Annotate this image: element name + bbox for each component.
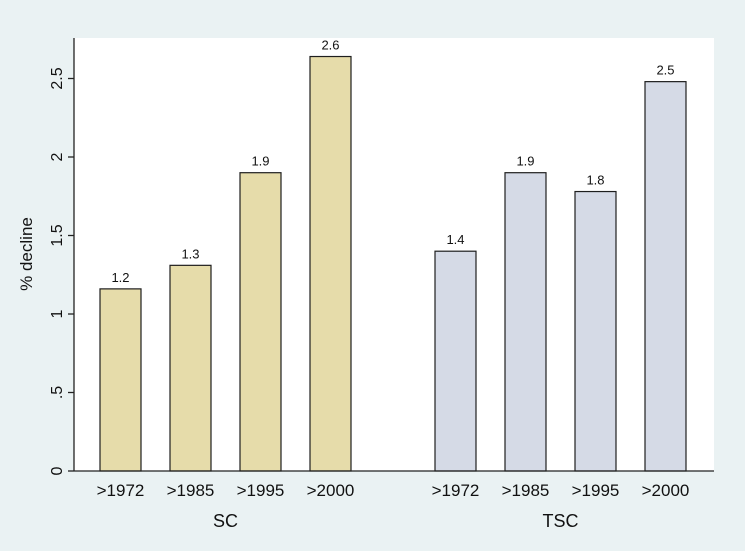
x-category-label: >2000 (307, 481, 355, 500)
labels-layer: 1.2 >1972 1.3 >1985 1.9 >1995 2.6 >2000 SC 1.4 >19… (97, 38, 690, 531)
bar (434, 250, 477, 472)
data-label: 1.9 (251, 154, 269, 169)
y-tick-label: 2.5 (49, 67, 66, 89)
x-category-label: >1985 (502, 481, 550, 500)
x-category-label: >1995 (237, 481, 285, 500)
group-label: SC (213, 511, 238, 531)
data-label: 1.8 (586, 173, 604, 188)
bar (644, 81, 687, 472)
data-label: 1.2 (111, 270, 129, 285)
y-tick-label: .5 (49, 386, 66, 399)
data-label: 1.4 (446, 232, 464, 247)
x-category-label: >1972 (97, 481, 145, 500)
y-tick-label: 2 (49, 152, 66, 161)
x-category-label: >1972 (432, 481, 480, 500)
data-label: 1.3 (181, 246, 199, 261)
bar (504, 172, 547, 472)
bar (574, 190, 617, 472)
data-label: 2.5 (656, 63, 674, 78)
data-label: 2.6 (321, 38, 339, 53)
group-label: TSC (543, 511, 579, 531)
y-axis-title: % decline (17, 217, 36, 291)
bar (309, 55, 352, 472)
bar (239, 172, 282, 472)
y-tick-label: 0 (49, 466, 66, 475)
y-axis-ticks: 0 .5 1 1.5 2 2.5 (49, 67, 74, 475)
x-category-label: >1985 (167, 481, 215, 500)
y-tick-label: 1.5 (49, 224, 66, 246)
bar (99, 288, 142, 472)
bar (169, 264, 212, 472)
bars-layer (99, 55, 687, 472)
data-label: 1.9 (516, 154, 534, 169)
x-category-label: >1995 (572, 481, 620, 500)
x-category-label: >2000 (642, 481, 690, 500)
y-tick-label: 1 (49, 309, 66, 318)
